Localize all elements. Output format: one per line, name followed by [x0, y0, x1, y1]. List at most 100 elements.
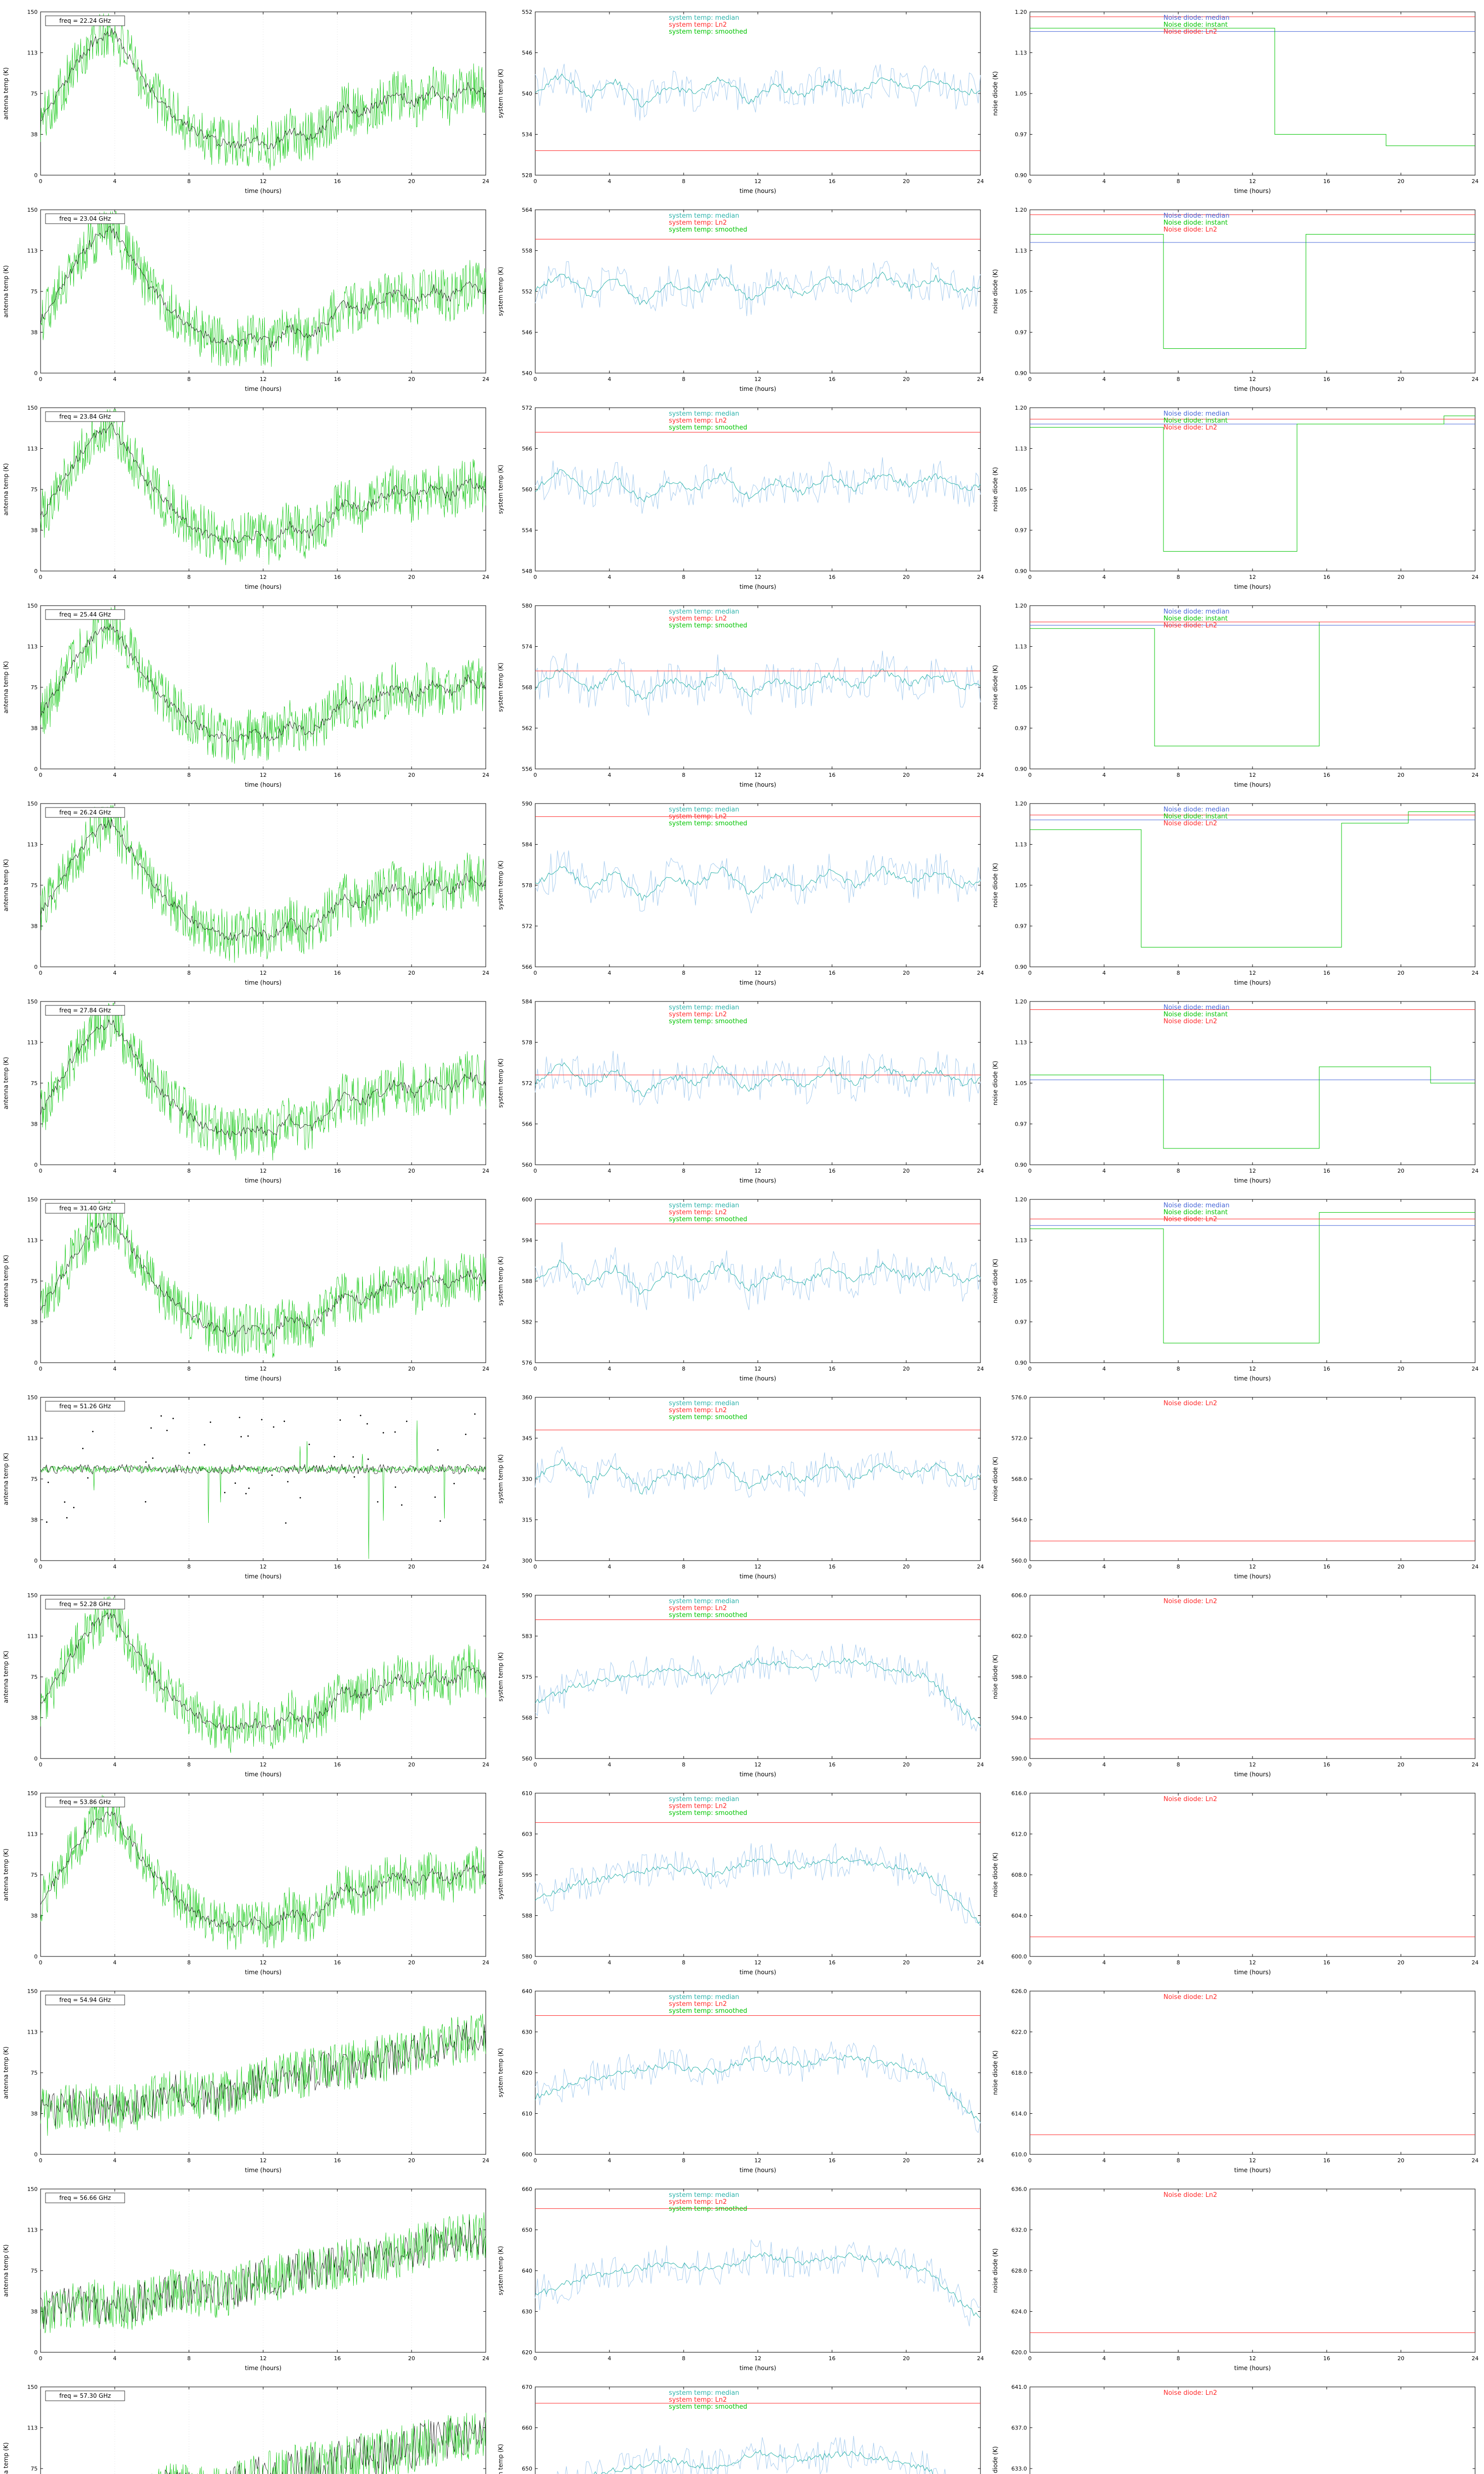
y-tick-label: 0.90: [1015, 766, 1027, 772]
y-tick-label: 0: [34, 1162, 38, 1168]
x-tick-label: 8: [1177, 178, 1180, 185]
x-tick-label: 24: [482, 1366, 489, 1372]
chart-diode-row6: 0 4 8 12 16 20 24 0.90 0.97 1.05 1.13 1.20 noise dio…: [992, 999, 1479, 1184]
x-tick-label: 12: [1249, 1959, 1256, 1966]
y-tick-label: 560.0: [1012, 1558, 1027, 1564]
axes-frame: [1029, 1991, 1476, 2155]
x-tick-label: 24: [1472, 2157, 1479, 2164]
x-tick-label: 12: [754, 772, 761, 778]
y-tick-label: 75: [31, 1080, 38, 1087]
spectrum-scatter-point: [401, 1504, 403, 1506]
x-tick-label: 0: [534, 2157, 537, 2164]
x-axis-label: time (hours): [740, 188, 776, 194]
y-axis-label: noise diode (K): [992, 1259, 999, 1303]
spectrum-scatter-point: [283, 1421, 285, 1422]
chart-systemp-row6: 0 4 8 12 16 20 24 560 566 572 578 584 system temp (K…: [497, 999, 984, 1184]
legend-entry: Noise diode: Ln2: [1163, 2389, 1217, 2397]
x-tick-label: 0: [1028, 1168, 1032, 1174]
x-tick-label: 24: [977, 1366, 984, 1372]
y-tick-label: 566: [522, 1121, 532, 1128]
chart-systemp-row1: 0 4 8 12 16 20 24 528 534 540 546 552 system temp (K…: [497, 9, 984, 194]
x-tick-label: 16: [334, 2355, 341, 2362]
y-tick-label: 113: [27, 1831, 38, 1838]
x-tick-label: 0: [39, 2355, 43, 2362]
x-tick-label: 0: [534, 376, 537, 382]
spectrum-instant-trace: [40, 2212, 486, 2333]
x-tick-label: 12: [1249, 1761, 1256, 1768]
spectrum-instant-trace: [40, 13, 486, 171]
spectrum-scatter-point: [439, 1520, 441, 1522]
y-tick-label: 113: [27, 644, 38, 650]
y-tick-label: 150: [27, 603, 38, 609]
x-tick-label: 8: [682, 2355, 686, 2362]
y-tick-label: 150: [27, 207, 38, 213]
y-tick-label: 0: [34, 2151, 38, 2158]
y-tick-label: 572: [522, 1080, 532, 1087]
x-tick-label: 0: [1028, 2355, 1032, 2362]
plot-row-10: 0 4 8 12 16 20 24 0 38 75 113 150 antenna temp (K) ti…: [0, 1781, 1484, 1979]
y-tick-label: 150: [27, 405, 38, 411]
chart-diode-row12: 0 4 8 12 16 20 24 620.0 624.0 628.0 632.0 636.0 nois…: [992, 2186, 1479, 2372]
x-tick-label: 8: [187, 1168, 191, 1174]
spectrum-instant-trace: [40, 211, 486, 367]
legend-entry: system temp: smoothed: [669, 820, 747, 827]
y-tick-label: 0: [34, 1360, 38, 1366]
legend-entry: Noise diode: Ln2: [1163, 1018, 1217, 1025]
x-tick-label: 16: [829, 970, 835, 976]
legend-entry: Noise diode: Ln2: [1163, 1400, 1217, 1407]
freq-label-box: [45, 1797, 125, 1808]
x-tick-label: 12: [260, 1761, 267, 1768]
plot-row-2: 0 4 8 12 16 20 24 0 38 75 113 150 antenna temp (K) ti…: [0, 198, 1484, 396]
legend-entry: system temp: Ln2: [669, 1407, 727, 1414]
y-tick-label: 588: [522, 1278, 532, 1285]
x-tick-label: 16: [1323, 970, 1330, 976]
y-tick-label: 548: [522, 568, 532, 574]
legend-entry: system temp: median: [669, 1598, 739, 1605]
legend-entry: system temp: Ln2: [669, 219, 727, 227]
panel-diode-row12: 0 4 8 12 16 20 24 620.0 624.0 628.0 632.0 636.0 nois…: [989, 2177, 1484, 2375]
y-tick-label: 572: [522, 405, 532, 411]
spectrum-instant-trace: [40, 1795, 486, 1950]
freq-label-box: [45, 2390, 125, 2401]
freq-label: freq = 23.04 GHz: [59, 215, 111, 222]
legend-entry: Noise diode: Ln2: [1163, 1216, 1217, 1223]
panel-systemp-row10: 0 4 8 12 16 20 24 580 588 595 603 610 system temp (K…: [495, 1781, 989, 1979]
legend-entry: system temp: Ln2: [669, 615, 727, 622]
x-tick-label: 8: [1177, 1564, 1180, 1570]
freq-label: freq = 56.66 GHz: [59, 2194, 111, 2201]
x-tick-label: 16: [829, 1366, 835, 1372]
x-tick-label: 8: [187, 1564, 191, 1570]
x-tick-label: 4: [113, 970, 117, 976]
y-tick-label: 1.05: [1015, 1278, 1027, 1285]
x-tick-label: 8: [682, 178, 686, 185]
x-tick-label: 16: [334, 1168, 341, 1174]
y-axis-label: antenna temp (K): [2, 1651, 9, 1703]
x-tick-label: 16: [1323, 2157, 1330, 2164]
x-tick-label: 24: [1472, 574, 1479, 580]
x-tick-label: 8: [1177, 1959, 1180, 1966]
panel-spectrum-row11: 0 4 8 12 16 20 24 0 38 75 113 150 antenna temp (K) ti…: [0, 1979, 495, 2177]
x-tick-label: 24: [482, 2157, 489, 2164]
x-tick-label: 16: [334, 1366, 341, 1372]
chart-systemp-row10: 0 4 8 12 16 20 24 580 588 595 603 610 system temp (K…: [497, 1790, 984, 1976]
spectrum-scatter-point: [261, 1419, 263, 1421]
axes-frame: [1029, 407, 1476, 571]
x-axis-label: time (hours): [740, 2167, 776, 2174]
legend-entry: system temp: Ln2: [669, 1803, 727, 1810]
freq-label: freq = 25.44 GHz: [59, 611, 111, 618]
panel-diode-row5: 0 4 8 12 16 20 24 0.90 0.97 1.05 1.13 1.20 noise dio…: [989, 792, 1484, 990]
y-tick-label: 38: [31, 330, 38, 336]
systemp-instant-line: [535, 850, 981, 913]
panel-diode-row2: 0 4 8 12 16 20 24 0.90 0.97 1.05 1.13 1.20 noise dio…: [989, 198, 1484, 396]
y-tick-label: 1.13: [1015, 248, 1027, 254]
y-axis-label: noise diode (K): [992, 1457, 999, 1501]
x-tick-label: 12: [754, 2355, 761, 2362]
y-tick-label: 575: [522, 1674, 532, 1680]
x-tick-label: 20: [1397, 970, 1404, 976]
x-tick-label: 0: [39, 1168, 43, 1174]
y-tick-label: 630: [522, 2029, 532, 2036]
x-tick-label: 20: [408, 1761, 415, 1768]
chart-diode-row7: 0 4 8 12 16 20 24 0.90 0.97 1.05 1.13 1.20 noise dio…: [992, 1196, 1479, 1382]
x-tick-label: 4: [1103, 1564, 1106, 1570]
x-tick-label: 0: [1028, 376, 1032, 382]
